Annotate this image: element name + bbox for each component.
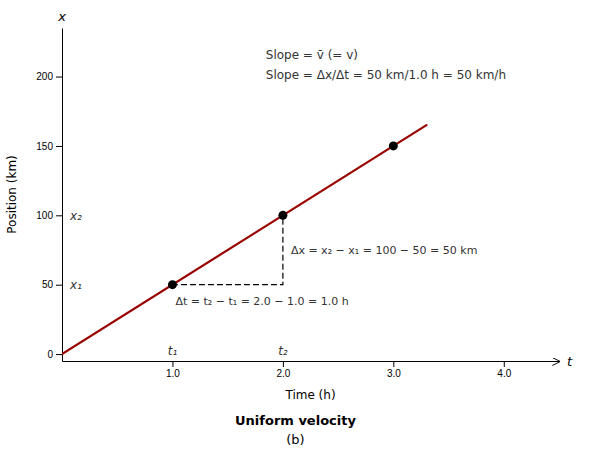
x-tick-label: 2.0 [276,368,290,379]
y-tick-mark [56,354,62,355]
x-tick-mark [283,361,284,367]
x-tick-mark [504,361,505,367]
y-tick-mark [56,146,62,147]
point [389,141,398,150]
annotation: Δt = t₂ − t₁ = 2.0 − 1.0 = 1.0 h [175,295,348,308]
chart-container: 1.0 2.0 3.0 4.0 0 50 100 150 200 Slope = v̄ (= v)… [0,0,591,453]
plot-area: 1.0 2.0 3.0 4.0 0 50 100 150 200 Slope = v̄ (= v)… [36,9,573,380]
y-tick-mark [56,77,62,78]
chart-svg: 1.0 2.0 3.0 4.0 0 50 100 150 200 Slope = v̄ (= v)… [0,0,591,453]
y-tick-mark [56,285,62,286]
x-tick: 2.0 [276,361,290,379]
y-tick-label: 200 [36,71,53,82]
y-axis-title: Position (km) [5,155,19,234]
annotation: Slope = Δx/Δt = 50 km/1.0 h = 50 km/h [266,68,506,82]
title: Uniform velocity [235,413,356,428]
annotation: x₁ [69,278,82,292]
y-tick-label: 50 [42,279,54,290]
annotation: t [567,354,573,369]
annotation: x [57,9,66,24]
scatter-series [168,141,398,289]
y-axis: 0 50 100 150 200 [36,29,62,362]
x-axis: 1.0 2.0 3.0 4.0 [63,361,560,379]
annotation: Δx = x₂ − x₁ = 100 − 50 = 50 km [291,244,478,257]
x-axis-line [63,361,560,362]
y-tick-label: 150 [36,141,53,152]
x-tick: 1.0 [166,361,180,379]
y-tick-label: 0 [47,349,53,360]
y-tick: 150 [36,141,62,152]
annotation: Slope = v̄ (= v) [266,48,358,62]
annotation: x₂ [69,209,82,223]
y-tick: 0 [47,349,62,360]
y-tick: 200 [36,71,62,82]
x-tick-mark [393,361,394,367]
x-tick: 3.0 [387,361,401,379]
dashed-line [172,215,282,284]
x-tick-mark [172,361,173,367]
x-tick-label: 1.0 [166,368,180,379]
subtitle: (b) [286,432,304,447]
y-tick-mark [56,215,62,216]
annotation: t₁ [168,344,178,358]
y-axis-line [62,29,63,362]
x-tick-label: 3.0 [387,368,401,379]
annotation: t₂ [278,344,288,358]
marks [62,125,426,354]
x-axis-title: Time (h) [284,388,335,402]
line [62,125,426,354]
x-tick-label: 4.0 [497,368,511,379]
point [278,211,287,220]
annotations: Slope = v̄ (= v) Slope = Δx/Δt = 50 km/1.… [57,9,573,369]
y-tick: 100 [36,210,62,221]
y-tick-label: 100 [36,210,53,221]
x-tick: 4.0 [497,361,511,379]
y-tick: 50 [42,279,62,290]
